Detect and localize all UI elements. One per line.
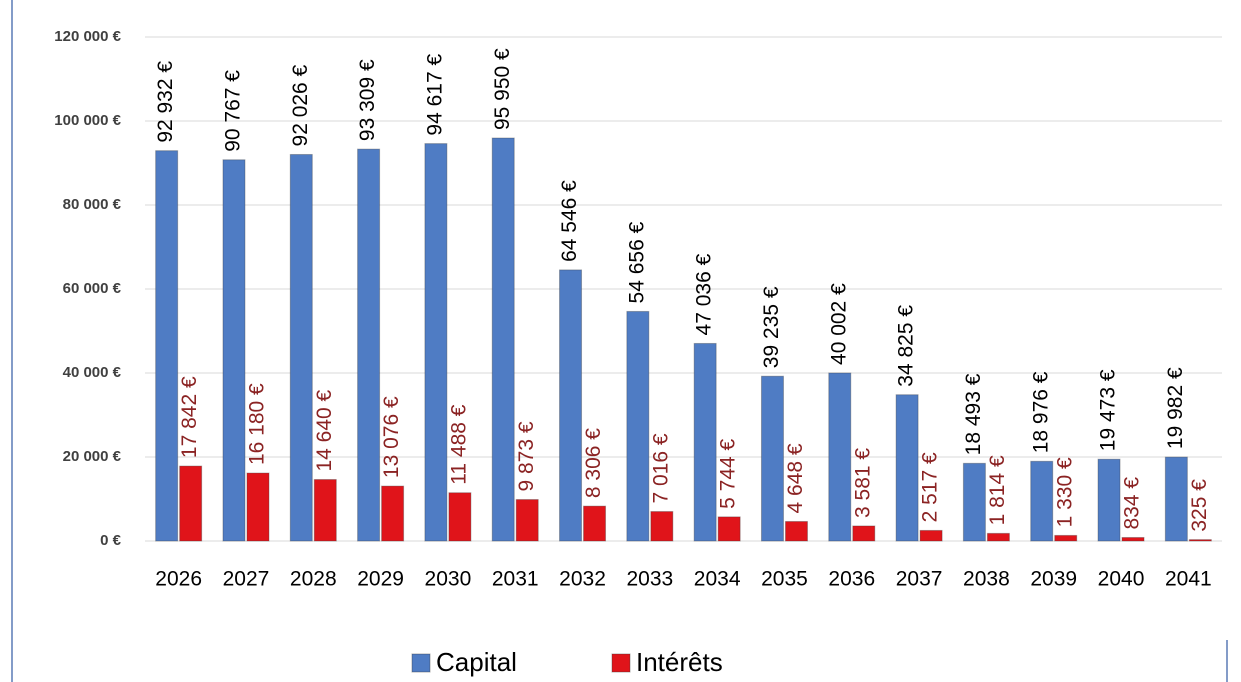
x-tick-label: 2032: [559, 568, 606, 591]
x-tick-label: 2034: [694, 568, 741, 591]
bar: [515, 499, 539, 542]
bar: [313, 479, 337, 542]
x-tick-label: 2041: [1165, 568, 1212, 591]
bar: [962, 462, 986, 542]
x-tick-label: 2036: [828, 568, 875, 591]
bar: [1030, 460, 1054, 542]
bar: [448, 492, 472, 542]
x-tick-label: 2029: [357, 568, 404, 591]
data-label: 19 982 €: [1164, 367, 1187, 449]
bar: [559, 269, 583, 542]
bar: [1188, 539, 1212, 542]
data-label: 18 493 €: [962, 373, 985, 455]
y-tick-label: 0 €: [100, 532, 122, 549]
bar: [650, 511, 674, 542]
x-tick-label: 2027: [223, 568, 270, 591]
data-label: 2 517 €: [919, 452, 942, 522]
bar: [895, 394, 919, 542]
data-label: 4 648 €: [784, 443, 807, 513]
legend-swatch: [611, 653, 631, 673]
data-label: 18 976 €: [1029, 371, 1052, 453]
data-label: 325 €: [1188, 479, 1211, 532]
bar: [179, 465, 203, 542]
x-tick-label: 2035: [761, 568, 808, 591]
bar: [583, 505, 607, 542]
data-label: 16 180 €: [246, 383, 269, 465]
data-label: 14 640 €: [313, 389, 336, 471]
bar: [828, 372, 852, 542]
data-label: 1 814 €: [986, 455, 1009, 525]
data-label: 5 744 €: [717, 438, 740, 508]
data-label: 92 026 €: [289, 64, 312, 146]
bar: [357, 148, 381, 542]
bar: [289, 153, 313, 542]
legend-label: Capital: [436, 647, 517, 677]
y-tick-label: 120 000 €: [54, 28, 121, 45]
bar: [760, 375, 784, 542]
data-label: 92 932 €: [154, 61, 177, 143]
x-tick-label: 2038: [963, 568, 1010, 591]
bar: [1054, 534, 1078, 542]
data-label: 19 473 €: [1097, 369, 1120, 451]
x-tick-label: 2039: [1030, 568, 1077, 591]
data-label: 39 235 €: [760, 286, 783, 368]
bar: [919, 529, 943, 542]
bar: [424, 143, 448, 542]
data-label: 47 036 €: [693, 253, 716, 335]
y-tick-label: 40 000 €: [63, 364, 122, 381]
data-label: 9 873 €: [515, 421, 538, 491]
data-label: 90 767 €: [222, 70, 245, 152]
bar: [1097, 458, 1121, 542]
y-tick-label: 20 000 €: [63, 448, 122, 465]
data-label: 11 488 €: [447, 404, 470, 485]
data-label: 34 825 €: [895, 305, 918, 387]
legend-label: Intérêts: [636, 647, 723, 677]
bar: [986, 532, 1010, 542]
y-tick-label: 80 000 €: [63, 196, 122, 213]
data-label: 8 306 €: [582, 428, 605, 498]
bar: [784, 520, 808, 542]
bar: [626, 310, 650, 542]
data-label: 17 842 €: [178, 376, 201, 458]
bar: [693, 342, 717, 542]
bar: [222, 159, 246, 542]
x-tick-label: 2026: [155, 568, 202, 591]
data-label: 94 617 €: [423, 54, 446, 136]
x-tick-label: 2028: [290, 568, 337, 591]
bar: [852, 525, 876, 542]
data-label: 95 950 €: [491, 48, 514, 130]
x-tick-label: 2037: [896, 568, 943, 591]
data-label: 834 €: [1121, 477, 1144, 530]
data-label: 3 581 €: [851, 448, 874, 518]
bar: [155, 150, 179, 542]
bar: [246, 472, 270, 542]
data-label: 1 330 €: [1053, 457, 1076, 527]
bar: [1164, 456, 1188, 542]
data-label: 13 076 €: [380, 396, 403, 478]
bar: [381, 485, 405, 542]
bar: [717, 516, 741, 542]
y-tick-label: 60 000 €: [63, 280, 122, 297]
data-label: 54 656 €: [625, 221, 648, 303]
x-tick-label: 2033: [626, 568, 673, 591]
x-tick-label: 2030: [425, 568, 472, 591]
x-tick-label: 2031: [492, 568, 539, 591]
data-label: 40 002 €: [827, 283, 850, 365]
y-tick-label: 100 000 €: [54, 112, 121, 129]
x-tick-label: 2040: [1098, 568, 1145, 591]
data-label: 7 016 €: [649, 433, 672, 503]
data-label: 93 309 €: [356, 59, 379, 141]
data-label: 64 546 €: [558, 180, 581, 262]
legend-swatch: [411, 653, 431, 673]
bar: [491, 137, 515, 542]
bar: [1121, 536, 1145, 542]
